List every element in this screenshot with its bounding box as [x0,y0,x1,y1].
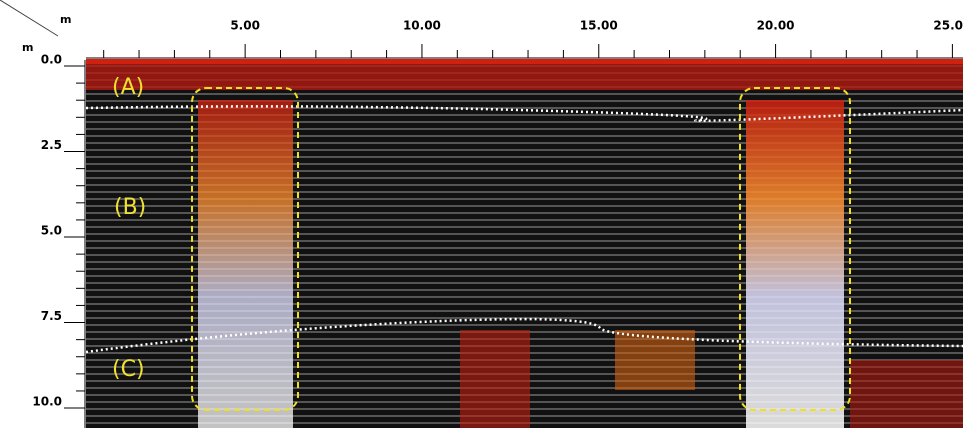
x-tick-label: 15.00 [580,19,618,33]
highlight-box [191,87,299,411]
x-tick-label: 20.00 [757,19,795,33]
y-tick-label: 10.0 [32,395,62,409]
y-tick-label: 0.0 [41,53,62,67]
anomaly-right [746,100,844,428]
annotation: (A) [112,75,144,100]
annotation: (B) [114,195,146,220]
reflection [850,360,963,428]
highlight-box [739,87,851,411]
y-tick-label: 7.5 [41,309,62,323]
annotation: (C) [112,357,145,382]
x-tick-label: 10.00 [403,19,441,33]
y-tick-label: 5.0 [41,224,62,238]
x-tick-label: 5.00 [230,19,260,33]
boundary-line [85,317,963,354]
reflection [460,330,530,428]
x-axis-label: m [60,13,71,26]
y-tick-label: 2.5 [41,138,62,152]
surface-line [86,59,963,64]
surface-band [86,60,963,90]
y-axis-label: m [22,41,33,54]
corner-diagonal [0,0,59,37]
x-tick-label: 25.00 [933,19,963,33]
anomaly-left [198,100,293,428]
